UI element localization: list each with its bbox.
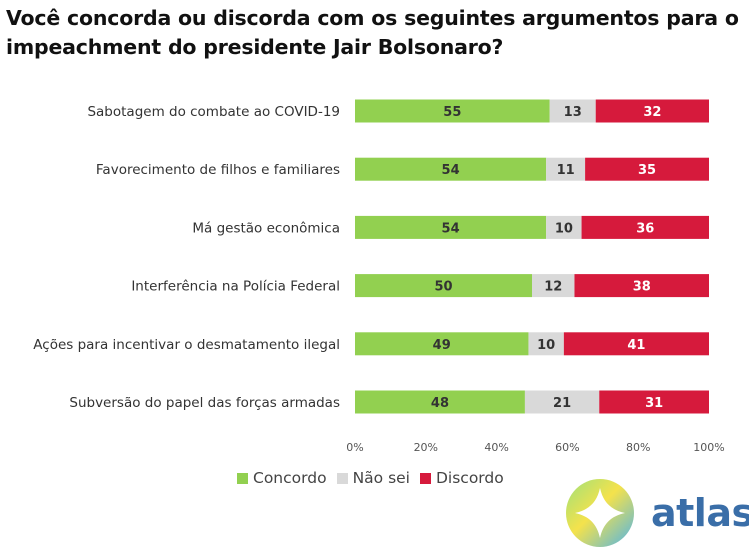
x-tick-label: 20% — [414, 441, 438, 454]
data-label-discordo: 32 — [643, 105, 661, 120]
legend-item-concordo: Concordo — [237, 469, 327, 487]
category-label: Sabotagem do combate ao COVID-19 — [87, 104, 340, 120]
chart-title: Você concorda ou discorda com os seguint… — [6, 6, 739, 59]
legend: Concordo Não sei Discordo — [237, 469, 504, 487]
bar-discordo — [581, 215, 709, 239]
atlas-logo: atlas — [565, 478, 749, 548]
bar-nao-sei — [528, 332, 564, 356]
category-label: Favorecimento de filhos e familiares — [96, 162, 340, 178]
bar-discordo — [599, 390, 709, 414]
bar-nao-sei — [532, 274, 575, 298]
bar-concordo — [355, 390, 525, 414]
bar-nao-sei — [524, 390, 600, 414]
data-label-concordo: 50 — [434, 280, 452, 295]
bar-discordo — [595, 99, 709, 123]
data-label-concordo: 49 — [433, 338, 451, 353]
x-tick-label: 100% — [693, 441, 724, 454]
x-tick-label: 0% — [346, 441, 363, 454]
data-label-concordo: 54 — [442, 163, 460, 178]
data-label-nao-sei: 21 — [553, 396, 571, 411]
category-label: Ações para incentivar o desmatamento ile… — [33, 337, 340, 353]
category-label: Subversão do papel das forças armadas — [69, 395, 340, 411]
bar-concordo — [355, 274, 532, 298]
bar-concordo — [355, 332, 529, 356]
bar-nao-sei — [546, 157, 586, 181]
legend-label-concordo: Concordo — [253, 469, 327, 487]
data-label-discordo: 38 — [633, 280, 651, 295]
bar-nao-sei — [549, 99, 596, 123]
data-label-discordo: 31 — [645, 396, 663, 411]
x-tick-label: 60% — [555, 441, 579, 454]
legend-label-nao-sei: Não sei — [352, 469, 410, 487]
data-label-nao-sei: 11 — [557, 163, 575, 178]
data-label-discordo: 35 — [638, 163, 656, 178]
bar-discordo — [563, 332, 709, 356]
legend-swatch-nao-sei — [336, 472, 348, 484]
bar-discordo — [585, 157, 709, 181]
data-label-discordo: 41 — [627, 338, 645, 353]
data-label-nao-sei: 10 — [537, 338, 555, 353]
data-label-concordo: 54 — [442, 221, 460, 236]
legend-swatch-concordo — [237, 472, 248, 484]
bar-concordo — [355, 99, 550, 123]
legend-item-nao-sei: Não sei — [336, 469, 410, 487]
atlas-logo-icon — [566, 479, 634, 547]
bar-concordo — [355, 157, 547, 181]
x-tick-label: 40% — [484, 441, 508, 454]
data-label-nao-sei: 12 — [544, 280, 562, 295]
data-label-concordo: 55 — [443, 105, 461, 120]
legend-item-discordo: Discordo — [419, 469, 504, 487]
data-label-concordo: 48 — [431, 396, 449, 411]
bar-concordo — [355, 215, 547, 239]
legend-label-discordo: Discordo — [435, 469, 504, 487]
atlas-logo-text: atlas — [651, 491, 749, 535]
data-label-nao-sei: 10 — [555, 221, 573, 236]
bar-discordo — [574, 274, 709, 298]
x-tick-label: 80% — [626, 441, 650, 454]
data-label-discordo: 36 — [636, 221, 654, 236]
bar-nao-sei — [546, 215, 582, 239]
data-label-nao-sei: 13 — [564, 105, 582, 120]
legend-swatch-discordo — [419, 472, 431, 484]
category-label: Interferência na Polícia Federal — [131, 279, 340, 295]
category-label: Má gestão econômica — [192, 220, 340, 236]
